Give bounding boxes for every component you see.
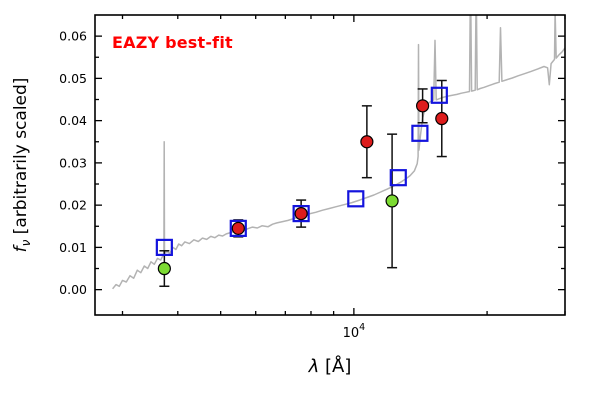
observed-photometry-marker bbox=[231, 221, 245, 235]
observed-photometry-marker bbox=[294, 206, 308, 221]
y-tick-label: 0.06 bbox=[59, 29, 87, 44]
model-photometry-marker bbox=[389, 169, 407, 187]
y-tick-label: 0.02 bbox=[59, 198, 87, 213]
y-tick-label: 0.04 bbox=[59, 113, 87, 128]
observed-photometry-marker bbox=[360, 135, 374, 149]
flagged-photometry-marker bbox=[157, 261, 171, 276]
y-tick-label: 0.03 bbox=[59, 155, 87, 170]
axes-frame bbox=[94, 14, 566, 316]
flagged-photometry-marker bbox=[385, 194, 399, 208]
x-tick-label: 104 bbox=[343, 322, 366, 341]
x-axis-label: λ [Å] bbox=[308, 355, 352, 377]
model-photometry-marker bbox=[292, 204, 310, 223]
plot-area bbox=[112, 15, 565, 290]
y-tick-label: 0.05 bbox=[59, 71, 87, 86]
observed-photometry-marker bbox=[435, 111, 449, 126]
model-photometry-marker bbox=[229, 219, 247, 237]
observed-photometry-marker bbox=[416, 99, 430, 113]
y-axis-label: fν [arbitrarily scaled] bbox=[11, 78, 33, 253]
y-tick-label: 0.01 bbox=[59, 240, 87, 255]
model-photometry-marker bbox=[155, 238, 173, 256]
y-tick-label: 0.00 bbox=[59, 282, 87, 297]
model-spectrum bbox=[112, 15, 565, 290]
model-photometry-marker bbox=[430, 86, 448, 104]
model-photometry-marker bbox=[411, 124, 429, 142]
bestfit-annotation: EAZY best-fit bbox=[112, 33, 233, 52]
model-photometry-marker bbox=[347, 190, 365, 208]
